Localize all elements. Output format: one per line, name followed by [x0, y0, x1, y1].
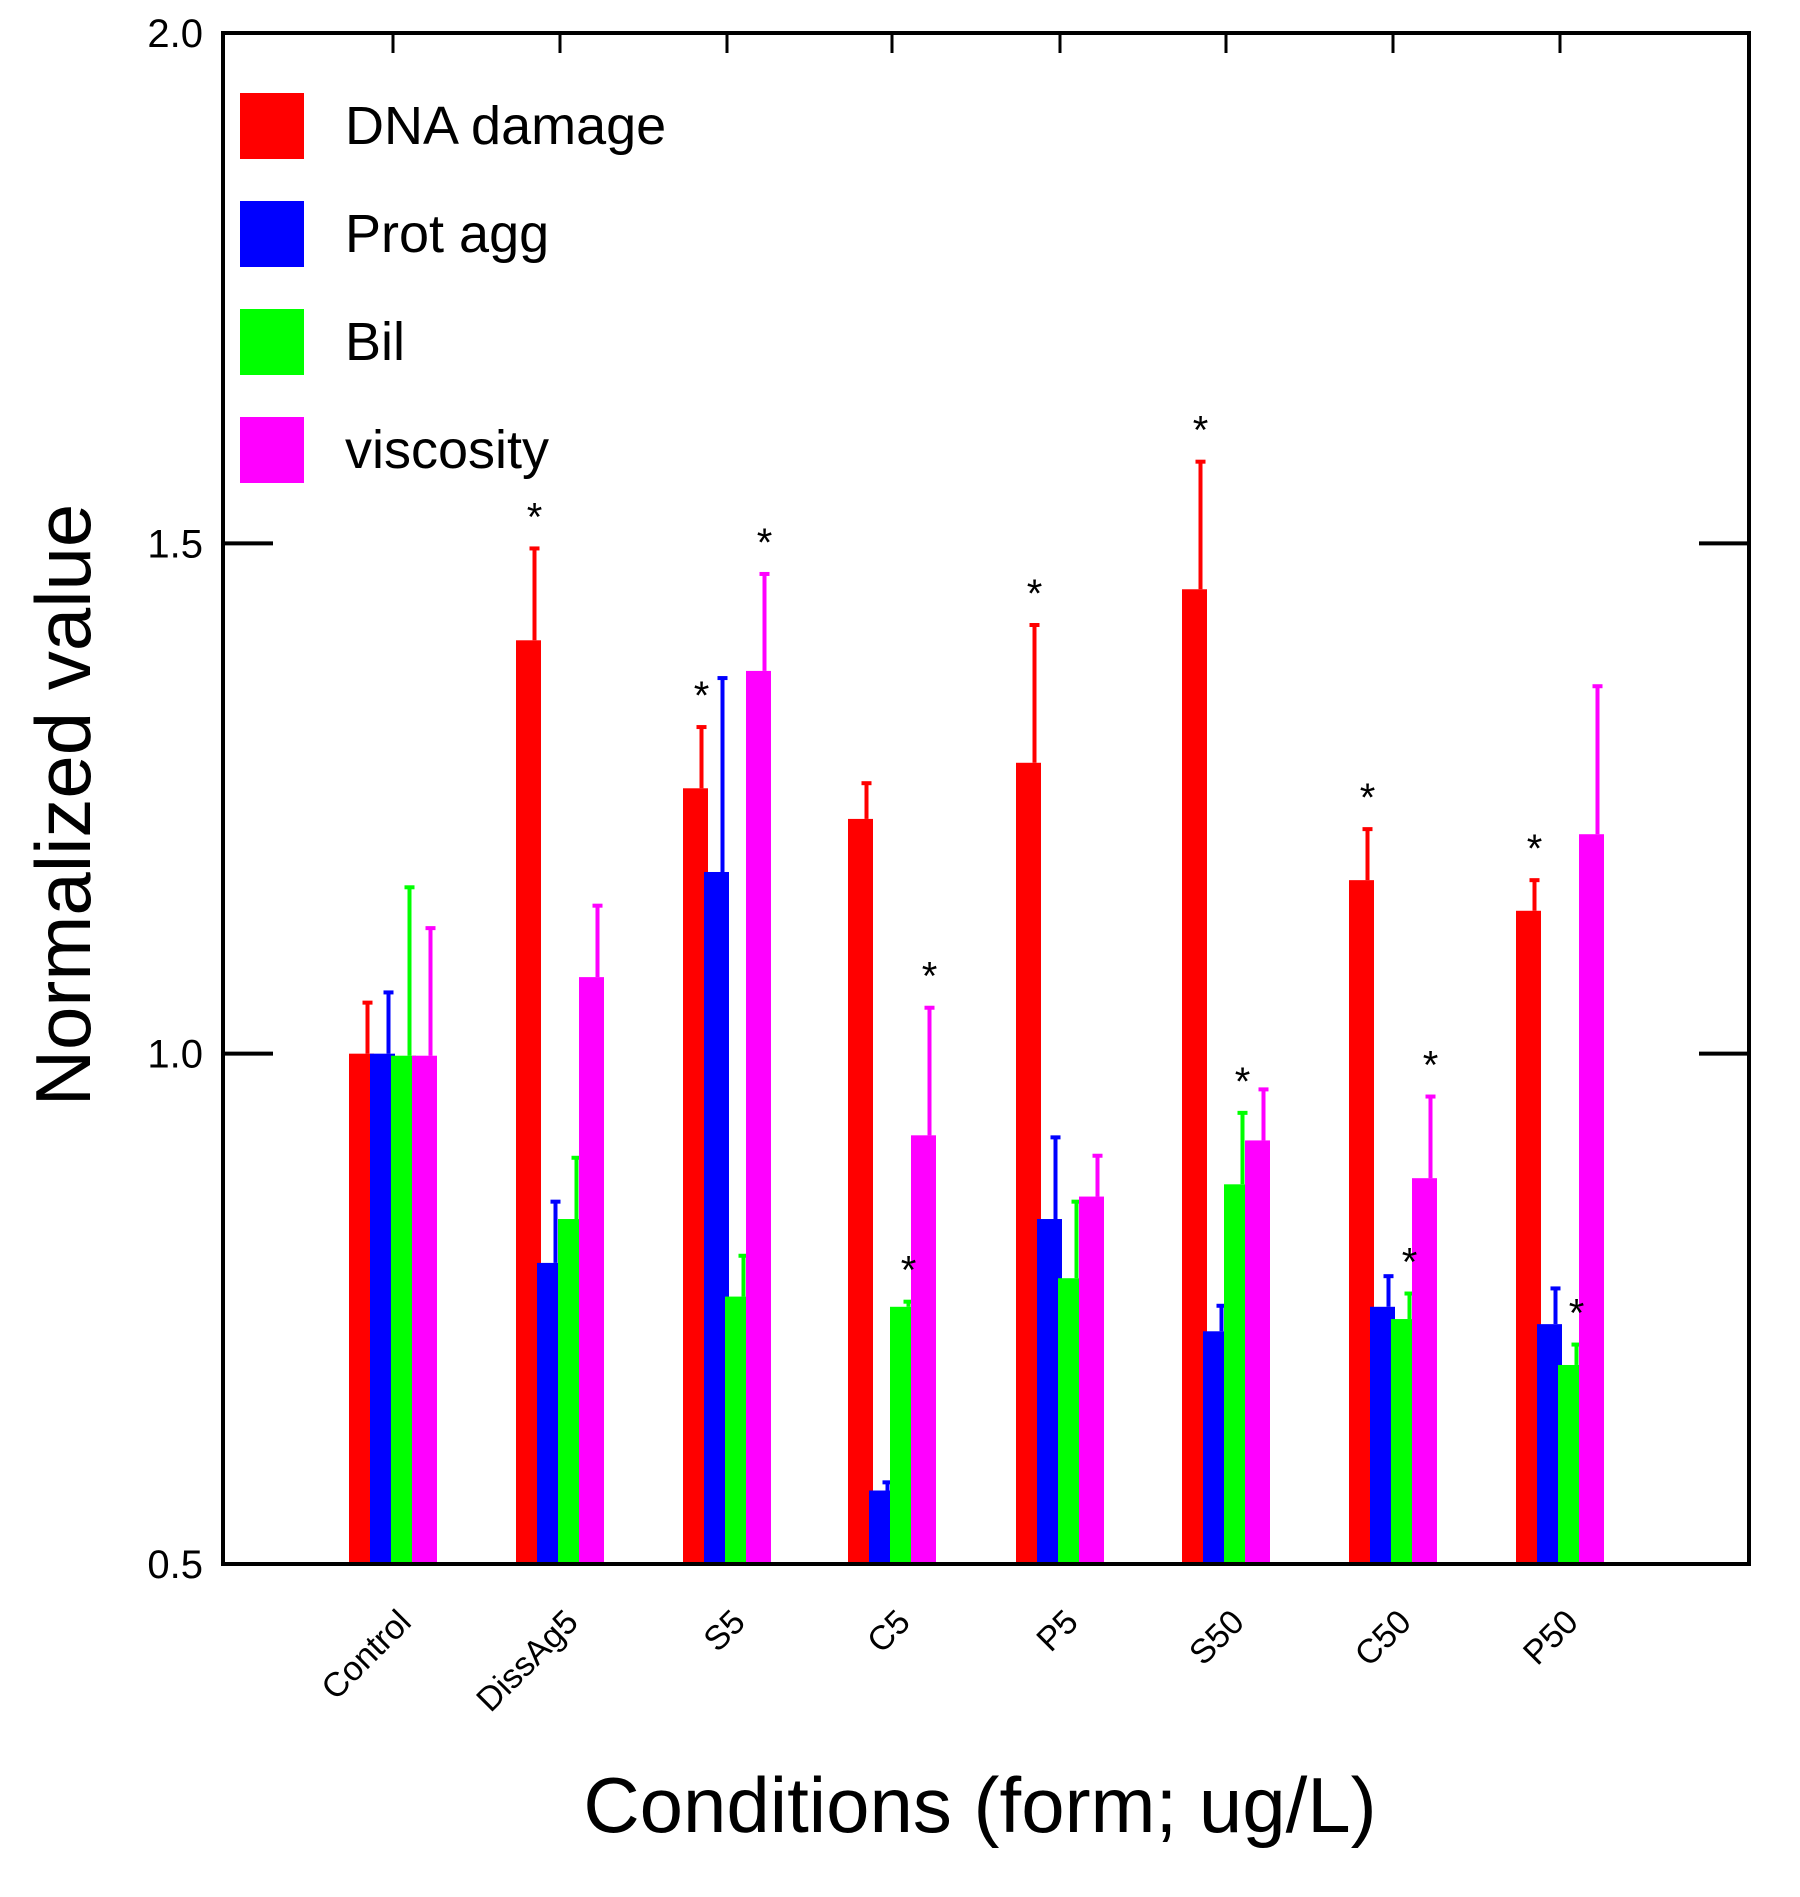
legend-swatch-bil [240, 309, 304, 375]
significance-star: * [1402, 1241, 1418, 1285]
bar-viscosity [1412, 1178, 1437, 1564]
legend-swatch-dna-damage [240, 93, 304, 159]
bar-viscosity [746, 670, 771, 1564]
bar-prot-agg [869, 1490, 894, 1564]
bar-bil [391, 1055, 416, 1564]
y-tick-label: 1.5 [147, 522, 203, 566]
significance-star: * [1193, 409, 1209, 453]
bar-viscosity [1079, 1196, 1104, 1564]
legend-label: viscosity [345, 420, 549, 480]
bar-dna-damage [349, 1053, 374, 1564]
significance-star: * [694, 674, 710, 718]
bar-dna-damage [516, 640, 541, 1564]
significance-star: * [527, 495, 543, 539]
bar-dna-damage [1516, 910, 1541, 1564]
legend-label: Bil [345, 312, 405, 372]
y-axis-title: Normalized value [19, 504, 107, 1107]
bar-viscosity [579, 977, 604, 1564]
bar-prot-agg [1537, 1324, 1562, 1564]
significance-star: * [901, 1249, 917, 1293]
legend-label: Prot agg [345, 204, 549, 264]
bar-dna-damage [1349, 880, 1374, 1564]
bar-dna-damage [1182, 589, 1207, 1564]
bar-prot-agg [1037, 1219, 1062, 1564]
y-tick-label: 1.0 [147, 1033, 203, 1077]
bar-prot-agg [704, 871, 729, 1564]
significance-star: * [1027, 572, 1043, 616]
significance-star: * [757, 521, 773, 565]
bar-bil [1058, 1278, 1083, 1564]
axes-layer [221, 31, 1751, 1566]
significance-star: * [1423, 1044, 1439, 1088]
y-tick-label: 2.0 [147, 12, 203, 56]
bar-dna-damage [848, 818, 873, 1564]
legend-swatch-prot-agg [240, 201, 304, 267]
y-tick-label: 0.5 [147, 1543, 203, 1587]
bar-dna-damage [1016, 762, 1041, 1564]
bar-bil [1558, 1364, 1583, 1564]
legend-label: DNA damage [345, 96, 666, 156]
bar-viscosity [1245, 1140, 1270, 1564]
significance-star: * [1569, 1292, 1585, 1336]
x-axis-title: Conditions (form; ug/L) [583, 1761, 1376, 1849]
bar-viscosity [911, 1135, 936, 1564]
bar-prot-agg [1203, 1331, 1228, 1564]
legend-swatch-viscosity [240, 417, 304, 483]
significance-star: * [1527, 827, 1543, 871]
bar-prot-agg [537, 1262, 562, 1564]
legend: DNA damage Prot agg Bil viscosity [240, 93, 666, 483]
bar-dna-damage [683, 788, 708, 1564]
bar-bil [725, 1296, 750, 1564]
bar-bil [558, 1219, 583, 1564]
bar-bil [1391, 1319, 1416, 1564]
bar-bil [890, 1306, 915, 1564]
bar-bil [1224, 1184, 1249, 1564]
bar-viscosity [1579, 834, 1604, 1564]
significance-star: * [1235, 1060, 1251, 1104]
bars-layer [349, 459, 1604, 1564]
plot-frame [221, 31, 1751, 1566]
significance-star: * [922, 955, 938, 999]
bar-prot-agg [1370, 1306, 1395, 1564]
bar-viscosity [412, 1055, 437, 1564]
bar-prot-agg [370, 1053, 395, 1564]
significance-star: * [1360, 776, 1376, 820]
